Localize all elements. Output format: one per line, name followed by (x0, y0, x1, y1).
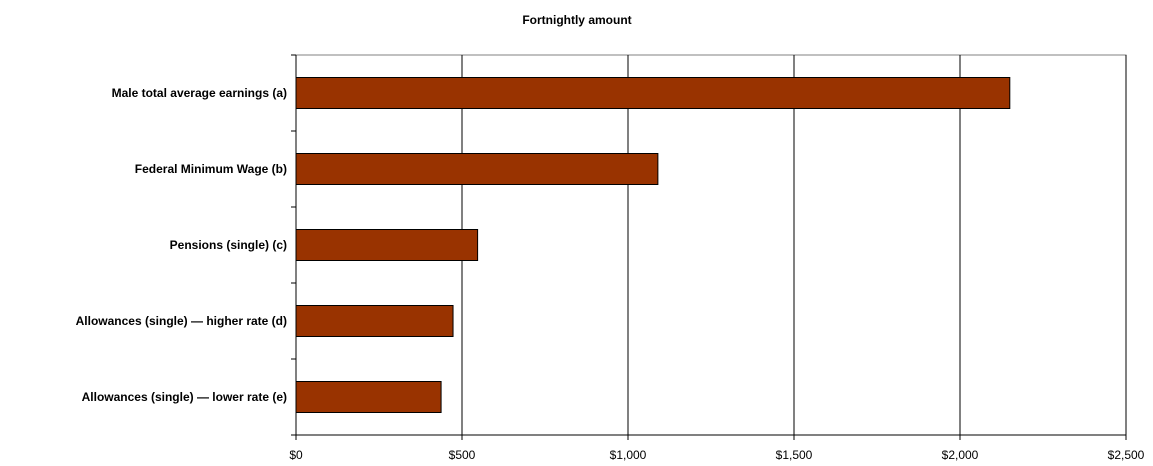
category-labels: Male total average earnings (a) Federal M… (76, 86, 287, 404)
x-tick-label: $0 (289, 448, 303, 462)
bar (295, 153, 659, 185)
bar (295, 229, 479, 261)
x-tick-label: $500 (449, 448, 476, 462)
x-tick-label: $1,500 (776, 448, 813, 462)
axis-ticks (291, 54, 1127, 440)
category-label: Pensions (single) (c) (170, 238, 287, 252)
bars (295, 77, 1011, 413)
chart-title: Fortnightly amount (522, 13, 631, 27)
x-tick-label: $1,000 (610, 448, 647, 462)
x-tick-labels: $0 $500 $1,000 $1,500 $2,000 $2,500 (289, 448, 1144, 462)
x-tick-label: $2,000 (942, 448, 979, 462)
gridlines (461, 55, 1127, 435)
category-label: Allowances (single) — higher rate (d) (76, 314, 287, 328)
bar (295, 381, 442, 413)
bar (295, 305, 454, 337)
category-label: Federal Minimum Wage (b) (135, 162, 287, 176)
category-label: Allowances (single) — lower rate (e) (82, 390, 287, 404)
x-tick-label: $2,500 (1108, 448, 1145, 462)
bar (295, 77, 1011, 109)
category-label: Male total average earnings (a) (112, 86, 287, 100)
